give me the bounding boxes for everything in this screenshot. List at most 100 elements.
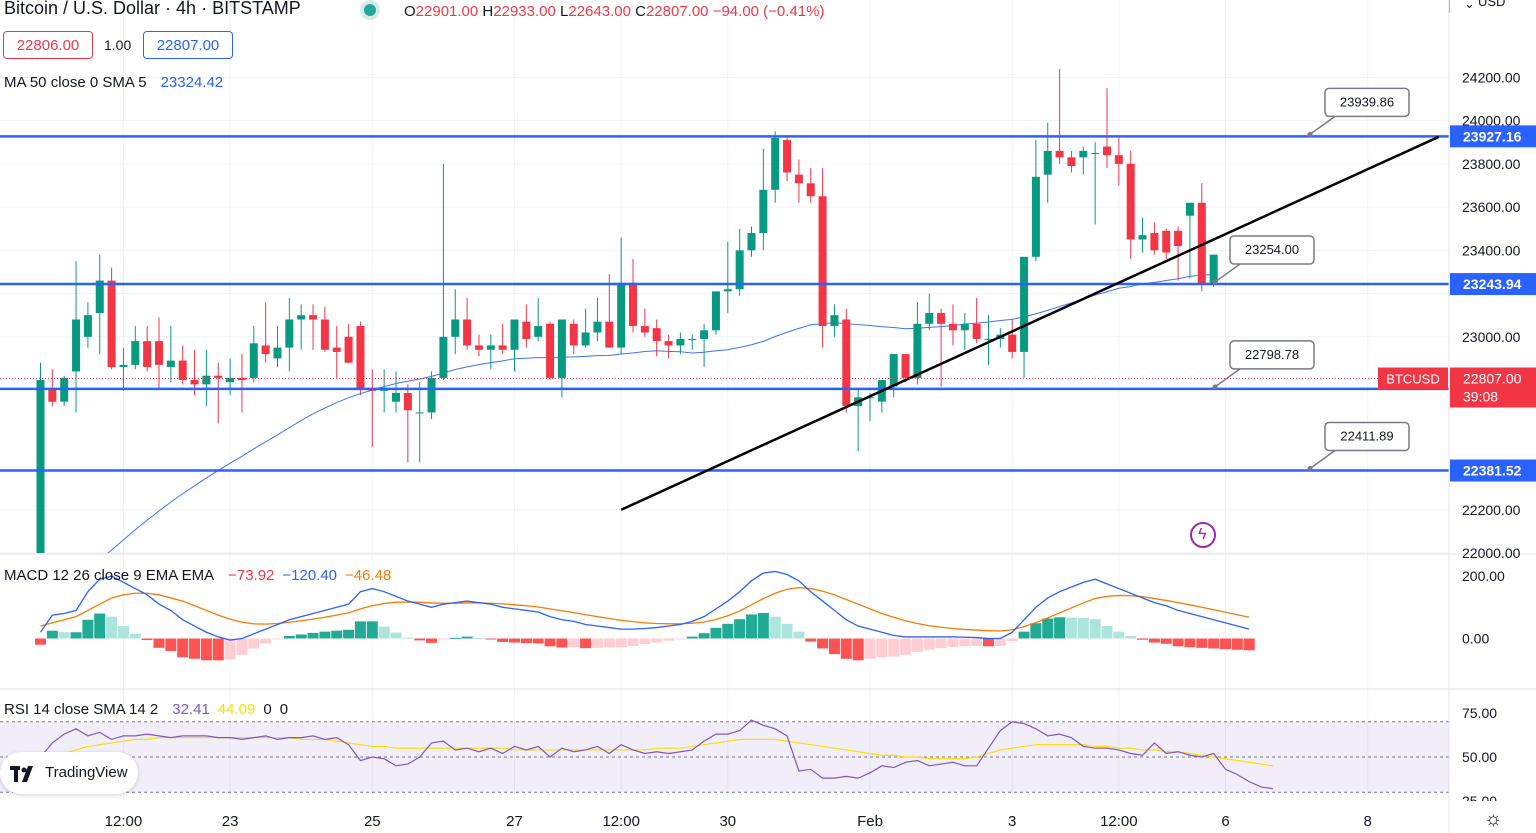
candle: [866, 393, 874, 422]
macd-histogram-bar: [212, 638, 224, 661]
macd-histogram-bar: [248, 638, 260, 649]
candle: [1103, 88, 1111, 169]
macd-indicator-legend[interactable]: MACD 12 26 close 9 EMA EMA −73.92 −120.40−…: [4, 567, 391, 584]
last-price-label: 22807.00: [1463, 371, 1522, 387]
macd-histogram-bar: [627, 638, 639, 646]
macd-histogram-bar: [1101, 626, 1113, 639]
candle: [474, 334, 483, 357]
ohlc-values: O22901.00 H22933.00 L22643.00 C22807.00 …: [404, 3, 824, 20]
macd-histogram-bar: [911, 638, 923, 652]
macd-histogram-bar: [473, 638, 485, 640]
candle: [925, 293, 934, 331]
callout-anchor: [1212, 279, 1218, 285]
candle-body: [1138, 235, 1147, 240]
macd-histogram-bar: [461, 636, 473, 639]
macd-histogram-bar: [82, 619, 94, 639]
candle: [711, 291, 720, 335]
price-pane: [0, 68, 1449, 553]
candle-body: [83, 315, 92, 337]
rsi-sma-value: 44.09: [217, 701, 256, 718]
candle-body: [581, 332, 590, 346]
candle: [510, 319, 519, 372]
candle-body: [1020, 256, 1029, 352]
time-tick-label: 3: [1008, 813, 1016, 830]
candle-body: [889, 354, 898, 387]
macd-histogram-bar: [828, 638, 840, 655]
candle: [1079, 146, 1088, 175]
candle-body: [664, 341, 673, 346]
macd-signal-line: [40, 586, 1250, 632]
symbol-title[interactable]: Bitcoin / U.S. Dollar · 4h · BITSTAMP: [4, 0, 301, 18]
candle: [700, 323, 709, 368]
rsi-extra-value: 0: [263, 701, 272, 718]
candle: [664, 334, 673, 359]
macd-histogram-bar: [757, 612, 769, 639]
lightning-icon[interactable]: ϟ: [1190, 522, 1216, 548]
macd-histogram-bar: [307, 632, 319, 639]
candle: [676, 332, 685, 355]
candle-body: [332, 347, 341, 352]
macd-histogram-bar: [1065, 617, 1077, 639]
candle-body: [486, 345, 495, 350]
macd-tick-label: 0.00: [1462, 631, 1489, 647]
candle: [747, 226, 756, 257]
macd-histogram-bar: [1054, 617, 1066, 639]
candle: [522, 304, 531, 348]
candle: [617, 237, 626, 355]
macd-histogram-bar: [1006, 638, 1018, 641]
macd-histogram-bar: [734, 619, 746, 639]
macd-histogram-bar: [485, 638, 497, 640]
macd-histogram-bar: [781, 623, 793, 639]
macd-histogram-bar: [402, 637, 414, 639]
candle-body: [72, 319, 81, 372]
tradingview-logo[interactable]: TradingView: [0, 752, 138, 794]
macd-histogram-bar: [746, 614, 757, 639]
candle: [143, 325, 152, 372]
candle: [1197, 183, 1206, 292]
time-tick-label: 25: [364, 813, 381, 830]
buy-price-button[interactable]: 22807.00: [143, 31, 233, 59]
macd-histogram-bar: [1125, 636, 1137, 639]
callout-anchor: [1307, 466, 1313, 472]
macd-histogram-bar: [1231, 638, 1243, 650]
macd-histogram-bar: [141, 638, 153, 641]
candle: [783, 135, 792, 182]
candle-body: [711, 291, 720, 331]
price-tick-label: 23000.00: [1462, 329, 1521, 345]
settings-gear-icon[interactable]: ☼: [1484, 808, 1503, 830]
candle: [249, 325, 258, 383]
candle: [546, 321, 555, 381]
macd-histogram-bar: [200, 638, 212, 661]
ma-indicator-legend[interactable]: MA 50 close 0 SMA 5 23324.42: [4, 74, 223, 91]
candle: [131, 325, 140, 370]
candle: [1043, 122, 1052, 203]
candle: [1020, 256, 1029, 378]
sell-price-button[interactable]: 22806.00: [3, 31, 93, 59]
candle-body: [190, 380, 199, 385]
rsi-line: [40, 719, 1273, 790]
currency-selector[interactable]: USD ⌄: [1449, 0, 1536, 13]
candle: [557, 319, 566, 398]
candle-body: [214, 375, 223, 378]
candle-body: [309, 315, 318, 320]
macd-histogram-bar: [994, 638, 1006, 646]
candle: [960, 313, 969, 350]
macd-histogram-bar: [94, 613, 106, 639]
macd-histogram-bar: [272, 638, 283, 640]
rsi-indicator-legend[interactable]: RSI 14 close SMA 14 2 32.41 44.09 0 0: [4, 701, 288, 718]
level-price-tag: [1450, 125, 1536, 148]
level-price-label: 22381.52: [1463, 463, 1522, 479]
level-price-label: 23927.16: [1463, 128, 1522, 144]
macd-histogram-bar: [177, 638, 189, 658]
level-price-tag: [1450, 273, 1536, 296]
macd-histogram-bar: [414, 638, 426, 641]
gridlines: [0, 0, 1449, 800]
price-callout: 23939.86: [1307, 87, 1410, 137]
candle-body: [510, 319, 519, 350]
price-tick-label: 24000.00: [1462, 113, 1521, 129]
macd-axis: 200.00 0.00: [1462, 568, 1505, 646]
last-price-tag: [1450, 367, 1536, 408]
macd-histogram-bar: [769, 616, 781, 639]
macd-histogram-bar: [295, 634, 307, 639]
